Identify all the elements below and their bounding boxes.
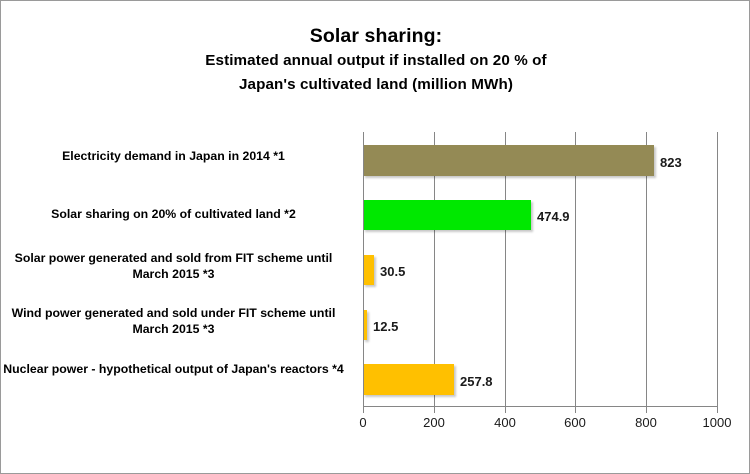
y-axis-line — [363, 132, 364, 413]
category-label-wind-fit: Wind power generated and sold under FIT … — [11, 306, 336, 336]
bar-value-electricity-demand: 823 — [660, 155, 682, 170]
chart-subtitle-line-2: Japan's cultivated land (million MWh) — [239, 76, 513, 93]
category-label-nuclear: Nuclear power - hypothetical output of J… — [3, 362, 344, 376]
category-label-electricity-demand: Electricity demand in Japan in 2014 *1 — [62, 149, 285, 163]
x-axis-tick-400 — [505, 406, 506, 413]
x-tick-label-200: 200 — [423, 415, 445, 430]
x-axis-tick-200 — [434, 406, 435, 413]
x-tick-label-0: 0 — [359, 415, 367, 430]
x-tick-label-1000: 1000 — [702, 415, 732, 430]
x-axis-tick-600 — [575, 406, 576, 413]
bar-nuclear — [363, 364, 454, 395]
x-axis-tick-0 — [363, 406, 364, 413]
bar-value-solar-fit: 30.5 — [380, 264, 406, 279]
category-label-solar-fit: Solar power generated and sold from FIT … — [14, 251, 333, 281]
x-tick-label-800: 800 — [635, 415, 657, 430]
bar-electricity-demand — [363, 145, 654, 176]
category-label-solar-sharing: Solar sharing on 20% of cultivated land … — [51, 207, 296, 221]
gridline-400 — [505, 132, 506, 406]
plot-area: 823 474.9 30.5 12.5 257.8 — [363, 132, 718, 406]
x-axis-line — [363, 406, 718, 407]
gridline-200 — [434, 132, 435, 406]
bar-value-wind-fit: 12.5 — [373, 319, 399, 334]
x-tick-label-400: 400 — [494, 415, 516, 430]
gridline-800 — [646, 132, 647, 406]
bar-value-nuclear: 257.8 — [460, 374, 493, 389]
bar-solar-sharing — [363, 200, 531, 230]
gridline-600 — [575, 132, 576, 406]
chart-title-block: Solar sharing: Estimated annual output i… — [1, 23, 749, 97]
bar-value-solar-sharing: 474.9 — [537, 209, 570, 224]
bar-wind-fit — [363, 310, 367, 340]
page-title: Solar sharing: — [309, 25, 443, 47]
gridline-1000 — [717, 132, 718, 406]
x-tick-label-600: 600 — [564, 415, 586, 430]
x-axis-tick-1000 — [717, 406, 718, 413]
bar-solar-fit — [363, 255, 374, 285]
x-axis-tick-800 — [646, 406, 647, 413]
chart-subtitle-line-1: Estimated annual output if installed on … — [205, 52, 547, 69]
